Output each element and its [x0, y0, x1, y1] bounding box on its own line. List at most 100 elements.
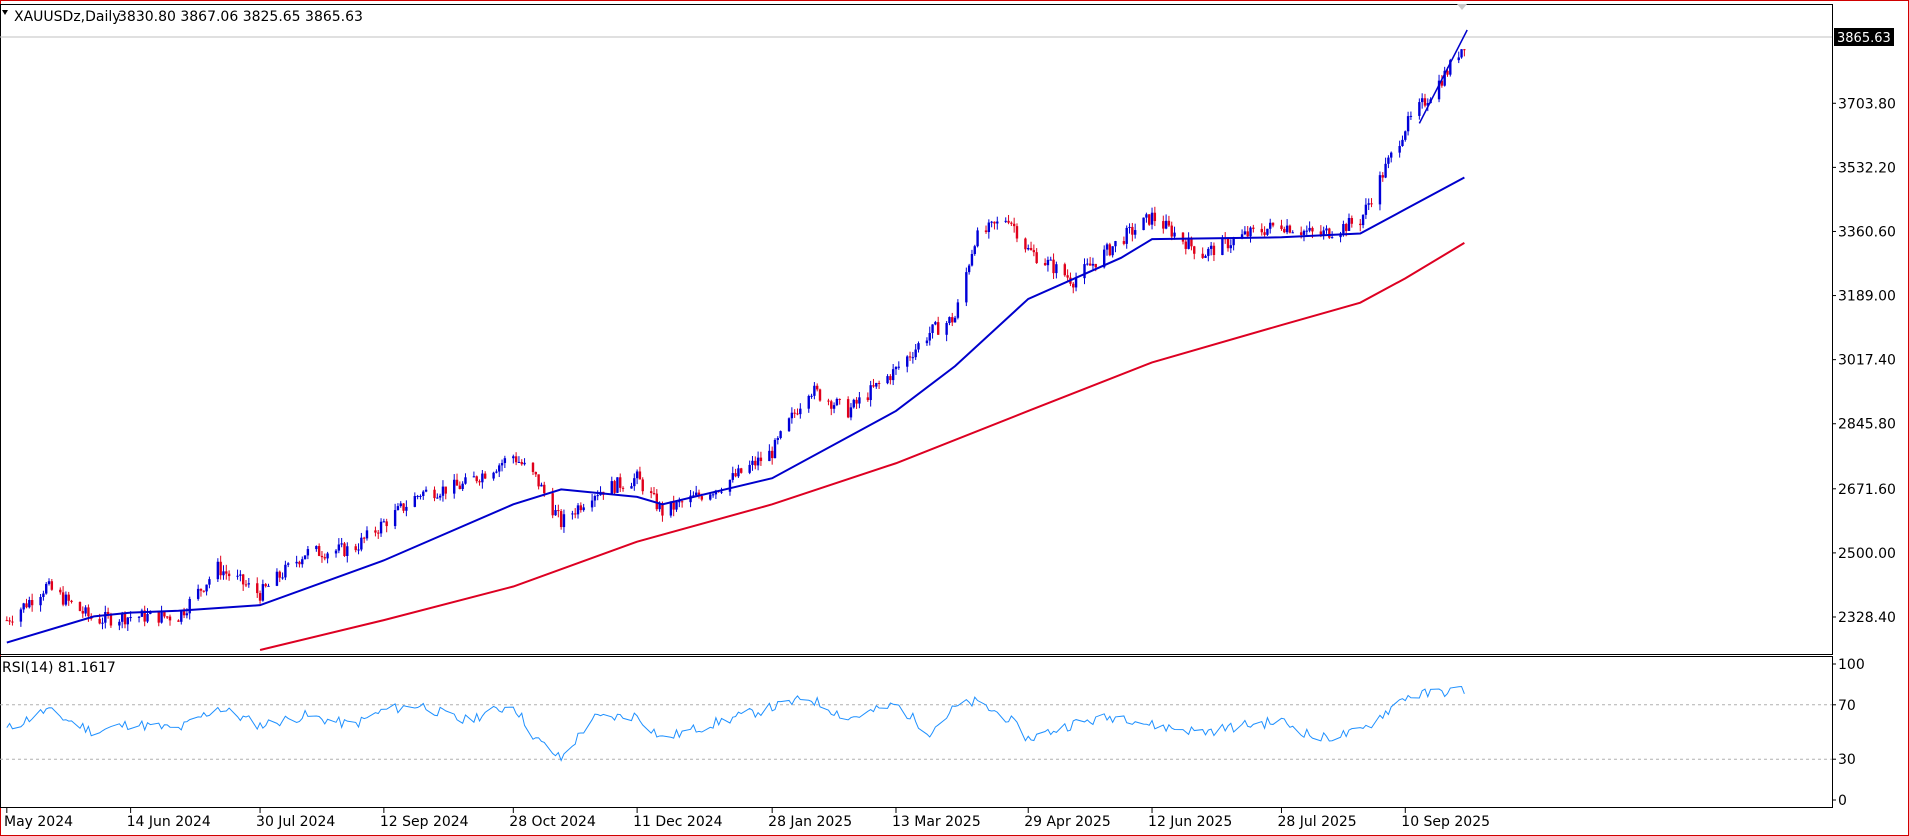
candle	[1105, 242, 1109, 256]
candle	[1308, 221, 1311, 233]
x-tick-label: 12 Jun 2025	[1148, 814, 1232, 830]
candle	[239, 570, 242, 582]
candle	[1381, 172, 1384, 182]
candle	[993, 221, 996, 230]
current-price-label: 3865.63	[1837, 31, 1891, 46]
candle	[264, 582, 267, 588]
x-tick-label: 28 Oct 2024	[509, 814, 596, 830]
candle	[1328, 227, 1331, 239]
candle	[1384, 157, 1387, 179]
candle	[503, 455, 507, 468]
candle	[889, 374, 892, 385]
candle	[571, 510, 574, 520]
candle	[59, 587, 62, 595]
candle	[694, 485, 698, 497]
candle	[754, 456, 757, 470]
candle	[967, 263, 971, 275]
candle	[137, 616, 141, 623]
candle	[30, 593, 34, 612]
candle	[1043, 258, 1047, 266]
candle	[61, 586, 65, 607]
candle	[1083, 258, 1086, 285]
shift-marker-icon[interactable]	[1457, 4, 1467, 10]
candle	[655, 489, 659, 512]
candle	[362, 536, 366, 544]
candle	[1460, 49, 1463, 59]
candle	[734, 468, 737, 478]
candle	[731, 466, 734, 483]
collapse-triangle-icon[interactable]	[2, 10, 8, 15]
candle	[1072, 282, 1075, 294]
x-tick-label: May 2024	[4, 814, 73, 830]
candle	[1423, 93, 1427, 108]
candle	[244, 580, 248, 588]
candle	[1012, 217, 1016, 233]
candle	[1004, 217, 1007, 224]
candle	[948, 316, 951, 326]
candle	[422, 490, 425, 500]
candle	[464, 473, 467, 485]
candle	[1226, 237, 1230, 252]
candle	[1322, 226, 1325, 240]
candle	[1347, 213, 1351, 231]
candle	[779, 430, 782, 440]
candle	[1280, 219, 1283, 231]
candle	[483, 471, 487, 480]
candle	[830, 399, 833, 416]
candle	[1111, 246, 1114, 258]
candle	[199, 588, 203, 597]
candle	[1164, 214, 1168, 230]
rsi-y-axis: 100 70 30 0	[1832, 657, 1865, 809]
candle	[675, 500, 678, 512]
candle	[787, 417, 791, 432]
candle	[45, 582, 48, 595]
candle	[354, 543, 357, 553]
candle	[1463, 48, 1466, 57]
candle	[416, 494, 419, 500]
candle	[306, 545, 310, 560]
candle	[492, 471, 495, 481]
candle	[965, 267, 968, 307]
candle	[1167, 215, 1171, 228]
candle	[593, 494, 597, 507]
candle	[1046, 256, 1050, 272]
candle	[1283, 226, 1286, 234]
y-tick-label: 3360.60	[1838, 224, 1896, 240]
candle	[641, 477, 644, 495]
candle	[1007, 214, 1010, 225]
candle	[818, 388, 822, 402]
candle	[208, 576, 211, 589]
candle	[67, 591, 70, 606]
candle	[934, 320, 937, 326]
x-tick-label: 28 Jan 2025	[768, 814, 852, 830]
candle	[256, 577, 259, 598]
candle	[188, 596, 191, 620]
trend-line	[1418, 29, 1468, 124]
candle	[157, 611, 160, 627]
candle	[1184, 237, 1188, 255]
candle	[298, 560, 301, 568]
candle	[101, 617, 104, 630]
y-tick-label: 3017.40	[1838, 353, 1896, 369]
rsi-plot-group	[0, 685, 1832, 762]
candle	[168, 614, 172, 626]
candle	[815, 383, 819, 392]
candle	[697, 489, 701, 499]
candle	[520, 459, 523, 466]
candle	[987, 219, 991, 239]
candle	[160, 605, 163, 624]
candle	[1350, 215, 1354, 228]
candle	[472, 471, 476, 478]
time-x-axis: May 2024 14 Jun 2024 30 Jul 2024 12 Sep 202…	[4, 808, 1490, 830]
candle	[534, 471, 538, 478]
candle	[649, 487, 653, 499]
y-tick-label: 3189.00	[1838, 289, 1896, 305]
rsi-tick-label: 70	[1838, 698, 1856, 714]
candle	[1027, 244, 1030, 251]
candle	[1291, 230, 1294, 234]
candle	[1457, 51, 1460, 64]
candle	[759, 451, 763, 466]
candle	[433, 486, 436, 502]
candle	[39, 593, 42, 612]
